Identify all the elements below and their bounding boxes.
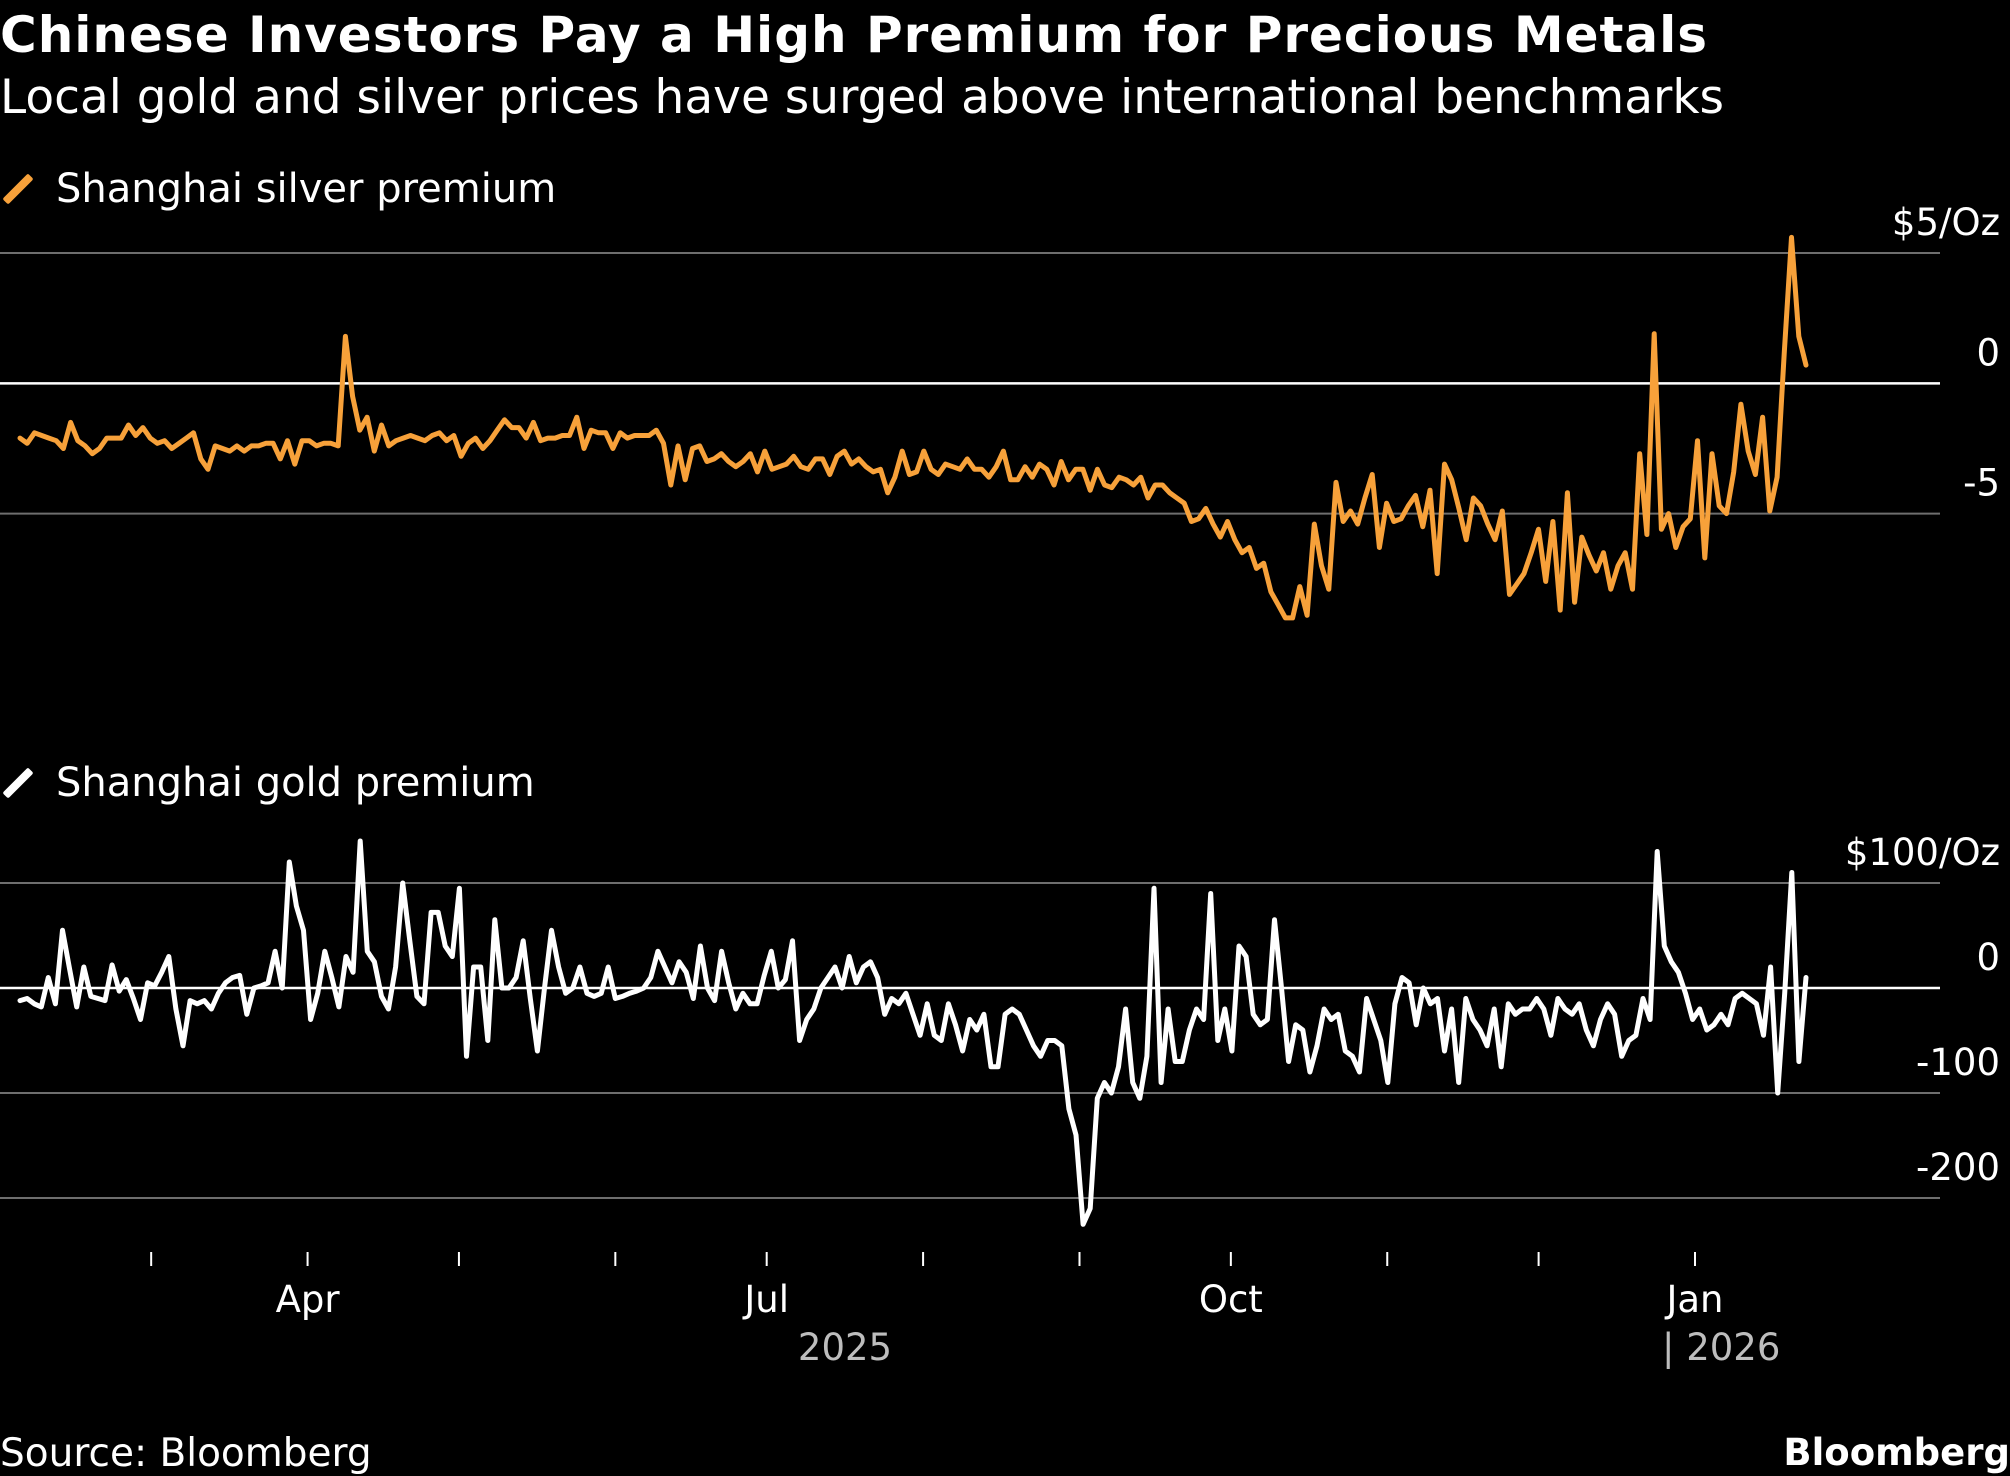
silver-series-line xyxy=(17,234,1809,621)
gold-legend: Shanghai gold premium xyxy=(0,760,535,806)
gold-legend-label: Shanghai gold premium xyxy=(56,760,535,806)
bloomberg-logo: Bloomberg xyxy=(1783,1431,2010,1474)
x-axis-month-label: Jul xyxy=(742,1278,789,1321)
x-axis-month-label: Jan xyxy=(1664,1278,1723,1321)
gold-series-line xyxy=(17,838,1809,1227)
silver-legend: Shanghai silver premium xyxy=(0,166,556,212)
silver-y-tick-label: -5 xyxy=(1963,462,2000,505)
gold-y-tick-label: $100/Oz xyxy=(1845,831,2000,874)
gold-y-tick-label: -100 xyxy=(1916,1041,2000,1084)
x-axis-month-label: Apr xyxy=(276,1278,341,1321)
gold-y-tick-label: -200 xyxy=(1916,1146,2000,1189)
chart-title: Chinese Investors Pay a High Premium for… xyxy=(0,6,1709,64)
x-axis-year-label: | 2026 xyxy=(1662,1326,1780,1369)
silver-y-tick-label: $5/Oz xyxy=(1892,201,2000,244)
gold-y-tick-label: 0 xyxy=(1976,936,2000,979)
silver-legend-label: Shanghai silver premium xyxy=(56,166,557,212)
x-axis-year-label: 2025 xyxy=(798,1326,892,1369)
silver-y-tick-label: 0 xyxy=(1976,331,2000,374)
chart-subtitle: Local gold and silver prices have surged… xyxy=(0,70,1725,125)
x-axis-month-label: Oct xyxy=(1199,1278,1263,1321)
source-note: Source: Bloomberg xyxy=(0,1431,372,1476)
